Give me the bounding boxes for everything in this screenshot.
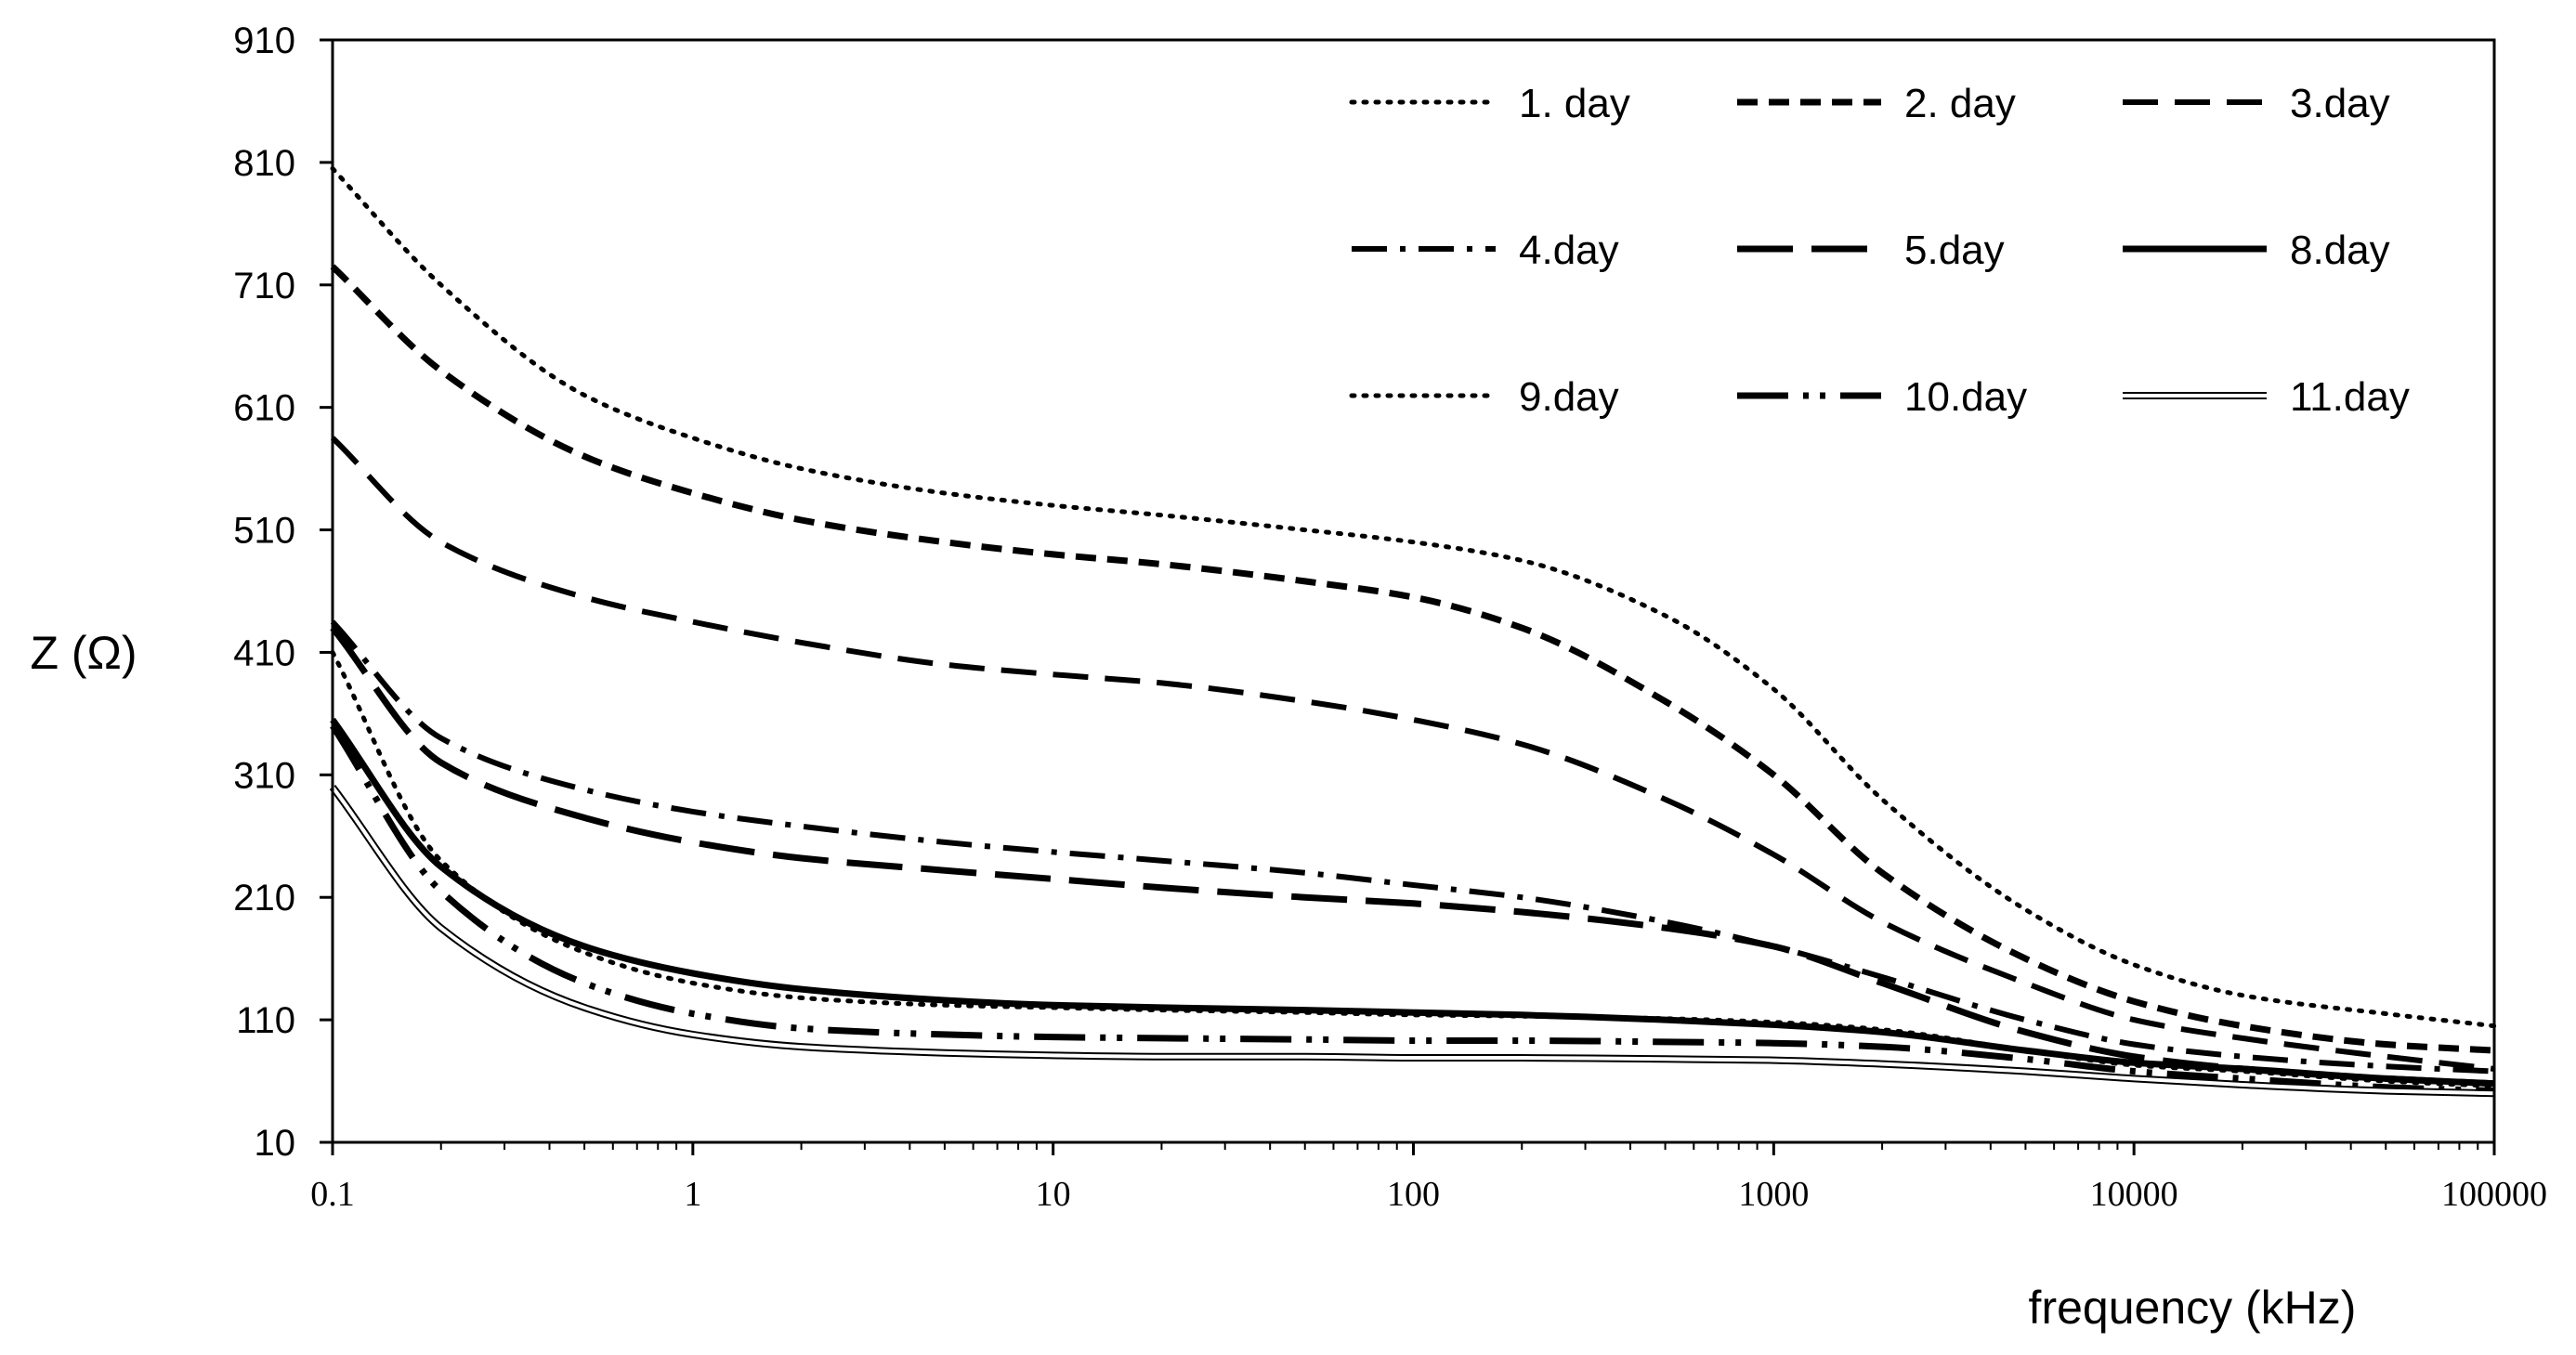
series-line-8-day bbox=[330, 717, 2495, 1088]
y-tick-label: 410 bbox=[233, 632, 295, 673]
legend-item-5-day: 5.day bbox=[1737, 228, 2005, 273]
x-tick-label: 10 bbox=[1036, 1175, 1071, 1214]
legend-item-11-day: 11.day bbox=[2123, 374, 2410, 420]
y-tick-label: 610 bbox=[233, 388, 295, 429]
legend-item-1-day: 1. day bbox=[1349, 81, 1630, 126]
x-tick-label: 1 bbox=[684, 1175, 701, 1214]
legend-label: 2. day bbox=[1904, 81, 2016, 126]
y-tick-label: 910 bbox=[233, 20, 295, 61]
legend-label: 9.day bbox=[1519, 374, 1619, 420]
legend-label: 8.day bbox=[2290, 228, 2390, 273]
series-line-11-day bbox=[329, 785, 2495, 1098]
legend-label: 4.day bbox=[1519, 228, 1619, 273]
y-tick-label: 510 bbox=[233, 511, 295, 552]
y-tick-label: 710 bbox=[233, 266, 295, 306]
legend-label: 3.day bbox=[2290, 81, 2390, 126]
y-axis-ticks: 10 110 210 310 410 510 610 710 810 910 bbox=[233, 20, 333, 1164]
legend-item-9-day: 9.day bbox=[1349, 374, 1619, 420]
legend-item-4-day: 4.day bbox=[1352, 228, 1619, 273]
series-line-9-day bbox=[330, 649, 2497, 1088]
legend: 1. day 2. day 3.day 4.day 5.day 8.day 9.day 10.… bbox=[1349, 81, 2410, 420]
x-tick-label: 100000 bbox=[2441, 1175, 2547, 1214]
legend-item-2-day: 2. day bbox=[1737, 81, 2016, 126]
x-tick-label: 10000 bbox=[2090, 1175, 2178, 1214]
legend-label: 11.day bbox=[2290, 374, 2410, 420]
legend-label: 5.day bbox=[1904, 228, 2005, 273]
legend-item-3-day: 3.day bbox=[2123, 81, 2390, 126]
y-axis-title: Z (Ω) bbox=[30, 627, 137, 679]
legend-label: 10.day bbox=[1904, 374, 2027, 420]
series-line-1-day bbox=[330, 166, 2497, 1029]
series-line-5-day bbox=[330, 625, 2495, 1088]
legend-item-10-day: 10.day bbox=[1737, 374, 2027, 420]
y-tick-label: 810 bbox=[233, 143, 295, 184]
y-tick-label: 10 bbox=[255, 1123, 296, 1164]
series-line-3-day bbox=[330, 436, 2495, 1072]
series-line-2-day bbox=[330, 264, 2495, 1054]
x-axis-ticks: 0.1 1 10 100 1000 10000 100000 bbox=[310, 1142, 2547, 1214]
x-axis-title: frequency (kHz) bbox=[2029, 1282, 2357, 1334]
x-tick-label: 100 bbox=[1387, 1175, 1440, 1214]
series-line-4-day bbox=[330, 619, 2495, 1075]
y-tick-label: 310 bbox=[233, 755, 295, 796]
legend-item-8-day: 8.day bbox=[2123, 228, 2390, 273]
plot-lines bbox=[329, 166, 2497, 1098]
legend-label: 1. day bbox=[1519, 81, 1630, 126]
x-tick-label: 1000 bbox=[1738, 1175, 1809, 1214]
y-tick-label: 110 bbox=[236, 1000, 295, 1041]
series-line-10-day bbox=[330, 723, 2495, 1095]
x-tick-label: 0.1 bbox=[310, 1175, 355, 1214]
y-tick-label: 210 bbox=[233, 878, 295, 919]
